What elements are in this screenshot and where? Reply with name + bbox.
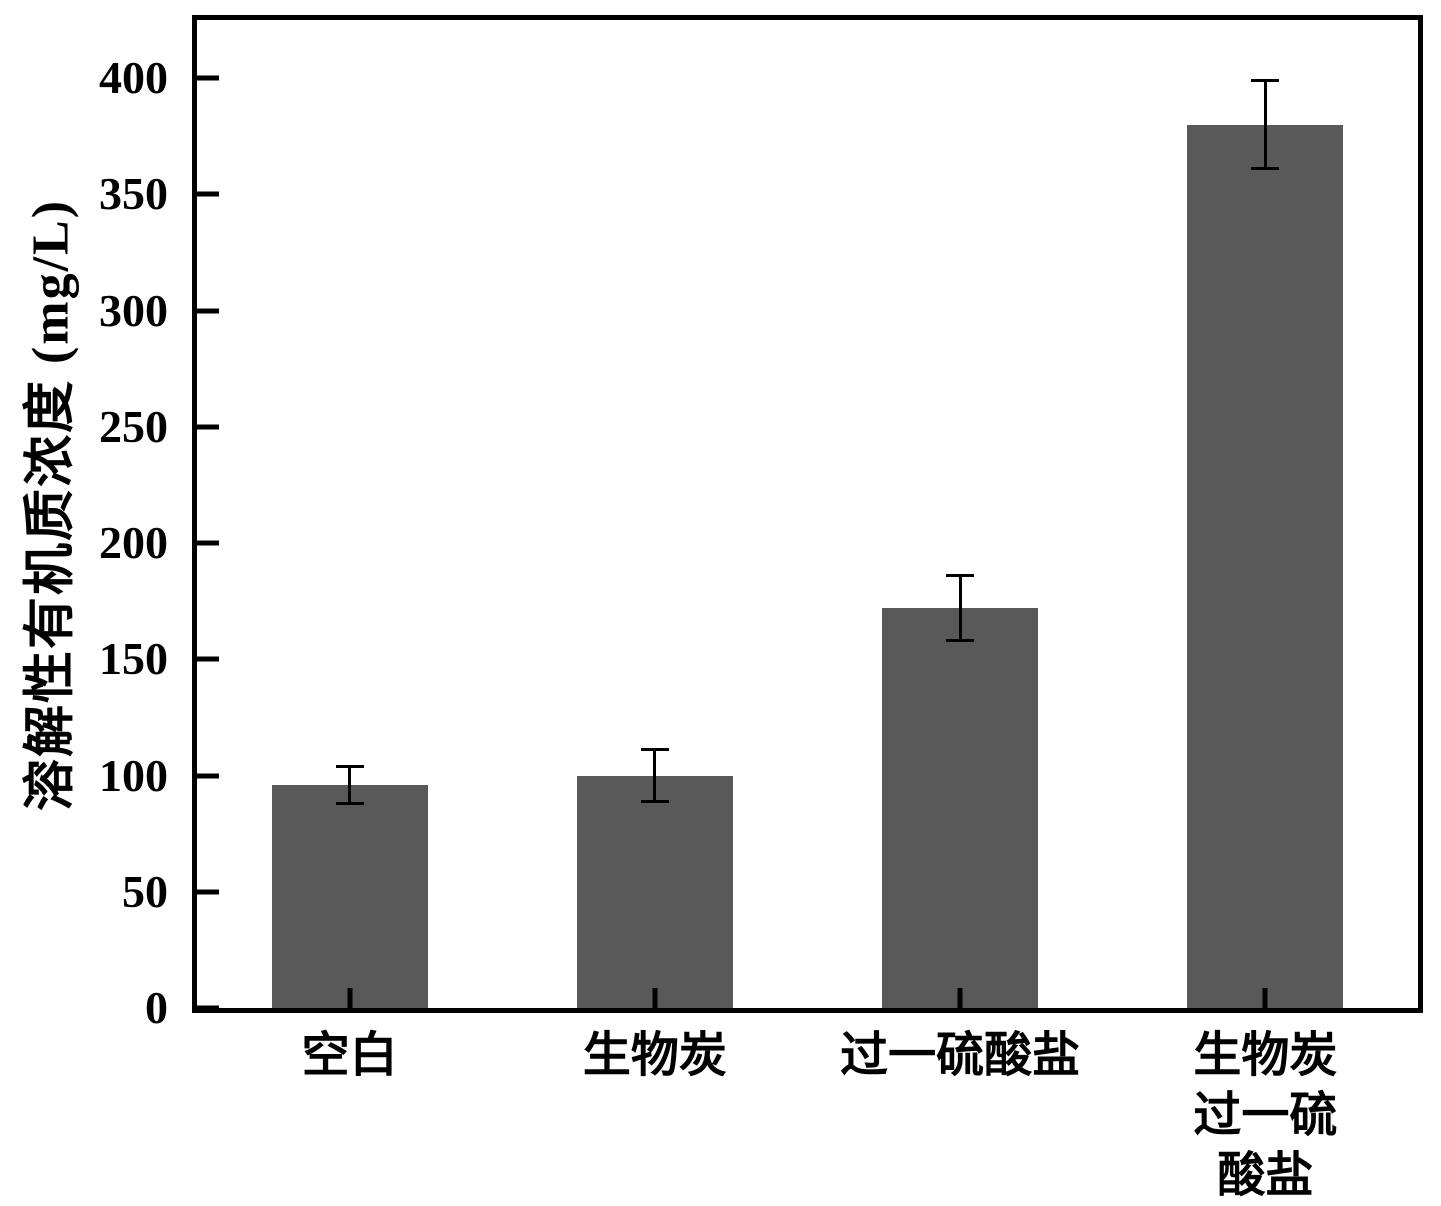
x-category-label: 生物炭 bbox=[582, 1029, 727, 1082]
error-bar-cap-bottom bbox=[1251, 167, 1280, 171]
y-tick-label: 150 bbox=[99, 633, 168, 685]
y-tick-label: 250 bbox=[99, 400, 168, 452]
bar bbox=[576, 775, 733, 1008]
error-bar-line bbox=[653, 749, 657, 802]
x-tick-mark bbox=[957, 988, 963, 1008]
error-bar-cap-top bbox=[946, 574, 975, 578]
bar bbox=[1187, 124, 1344, 1008]
y-tick-label: 0 bbox=[145, 982, 168, 1033]
error-bar-cap-bottom bbox=[946, 639, 975, 643]
y-tick-mark bbox=[197, 656, 219, 662]
x-tick-mark bbox=[347, 988, 353, 1008]
y-tick-mark bbox=[197, 1005, 219, 1011]
plot-area bbox=[192, 15, 1423, 1013]
y-tick-mark bbox=[197, 424, 219, 430]
y-tick-mark bbox=[197, 75, 219, 81]
y-tick-label: 200 bbox=[99, 517, 168, 569]
error-bar-line bbox=[958, 575, 962, 641]
bar bbox=[271, 784, 428, 1008]
error-bar-cap-top bbox=[335, 764, 364, 768]
y-tick-label: 50 bbox=[122, 865, 168, 917]
bar bbox=[882, 608, 1039, 1008]
error-bar-line bbox=[1263, 80, 1267, 169]
error-bar-cap-top bbox=[640, 748, 669, 752]
error-bar-cap-bottom bbox=[335, 801, 364, 805]
y-tick-mark bbox=[197, 889, 219, 895]
y-tick-label: 300 bbox=[99, 284, 168, 336]
x-tick-mark bbox=[1262, 988, 1268, 1008]
x-category-label: 空白 bbox=[301, 1029, 398, 1082]
x-category-label: 过一硫酸盐 bbox=[840, 1029, 1081, 1082]
y-tick-mark bbox=[197, 773, 219, 779]
y-tick-mark bbox=[197, 308, 219, 314]
error-bar-cap-top bbox=[1251, 78, 1280, 82]
plot-inner bbox=[197, 20, 1418, 1011]
bar-chart-figure: 溶解性有机质浓度 (mg/L) 0 50 100 150 200 250 300 350 400… bbox=[0, 15, 1423, 1202]
y-tick-mark bbox=[197, 540, 219, 546]
y-tick-label: 400 bbox=[99, 52, 168, 104]
y-tick-label: 350 bbox=[99, 168, 168, 220]
error-bar-line bbox=[348, 766, 352, 804]
y-axis-tick-labels: 0 50 100 150 200 250 300 350 400 bbox=[0, 15, 168, 1031]
x-category-label: 生物炭 过一硫酸盐 bbox=[1193, 1029, 1338, 1202]
x-axis-tick-labels: 空白 生物炭 过一硫酸盐 生物炭 过一硫酸盐 bbox=[192, 1026, 1423, 1202]
error-bar-cap-bottom bbox=[640, 799, 669, 803]
x-tick-mark bbox=[652, 988, 658, 1008]
y-tick-label: 100 bbox=[99, 749, 168, 801]
y-tick-mark bbox=[197, 191, 219, 197]
